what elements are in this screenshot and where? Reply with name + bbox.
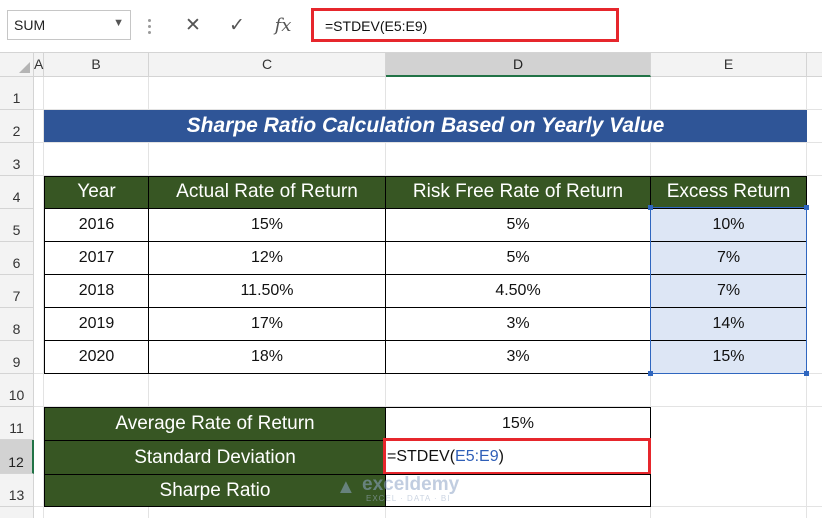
cell-actual-return[interactable]: 11.50% bbox=[148, 274, 386, 308]
enter-icon[interactable]: ✓ bbox=[229, 15, 245, 36]
gridline bbox=[34, 406, 822, 407]
column-header-e[interactable]: E bbox=[651, 53, 807, 77]
header-actual-return[interactable]: Actual Rate of Return bbox=[148, 176, 386, 209]
row-header-11[interactable]: 11 bbox=[0, 407, 34, 440]
header-year[interactable]: Year bbox=[44, 176, 149, 209]
exceldemy-watermark: ▲ exceldemy EXCEL · DATA · BI bbox=[336, 473, 496, 503]
label-average-return[interactable]: Average Rate of Return bbox=[44, 407, 386, 441]
row-header-9[interactable]: 9 bbox=[0, 341, 34, 374]
std-formula-prefix: =STDEV( bbox=[387, 448, 456, 465]
cell-actual-return[interactable]: 12% bbox=[148, 241, 386, 275]
value-average-return[interactable]: 15% bbox=[385, 407, 651, 441]
std-formula-suffix: ) bbox=[498, 448, 504, 465]
formula-text: =STDEV(E5:E9) bbox=[325, 18, 428, 34]
cell-year[interactable]: 2020 bbox=[44, 340, 149, 374]
column-header-f[interactable] bbox=[807, 53, 822, 77]
header-excess-return[interactable]: Excess Return bbox=[650, 176, 807, 209]
row-header-6[interactable]: 6 bbox=[0, 242, 34, 275]
active-edit-cell[interactable]: =STDEV(E5:E9) bbox=[383, 438, 651, 475]
cell-excess-return[interactable]: 14% bbox=[650, 307, 807, 341]
selection-handle[interactable] bbox=[804, 371, 809, 376]
sheet-title[interactable]: Sharpe Ratio Calculation Based on Yearly… bbox=[44, 110, 807, 142]
label-standard-deviation[interactable]: Standard Deviation bbox=[44, 440, 386, 475]
cell-year[interactable]: 2019 bbox=[44, 307, 149, 341]
cell-year[interactable]: 2016 bbox=[44, 208, 149, 242]
name-box-value: SUM bbox=[14, 17, 46, 33]
row-header-14[interactable] bbox=[0, 507, 34, 518]
selection-handle[interactable] bbox=[648, 205, 653, 210]
row-header-8[interactable]: 8 bbox=[0, 308, 34, 341]
chevron-down-icon[interactable]: ▼ bbox=[113, 17, 124, 29]
column-header-d[interactable]: D bbox=[386, 53, 651, 77]
std-formula-ref: E5:E9 bbox=[455, 448, 499, 465]
cell-year[interactable]: 2017 bbox=[44, 241, 149, 275]
gridline bbox=[34, 109, 822, 110]
row-header-3[interactable]: 3 bbox=[0, 143, 34, 176]
std-formula: =STDEV(E5:E9) bbox=[387, 448, 504, 466]
cell-risk-free[interactable]: 4.50% bbox=[385, 274, 651, 308]
cell-excess-return[interactable]: 15% bbox=[650, 340, 807, 374]
drag-handle-icon[interactable] bbox=[148, 16, 154, 36]
insert-function-icon[interactable]: fx bbox=[274, 15, 292, 36]
select-all-corner[interactable] bbox=[0, 53, 34, 77]
row-header-2[interactable]: 2 bbox=[0, 110, 34, 143]
name-box[interactable]: SUM ▼ bbox=[7, 10, 131, 40]
selection-range bbox=[650, 207, 807, 374]
cell-risk-free[interactable]: 5% bbox=[385, 241, 651, 275]
row-header-12[interactable]: 12 bbox=[0, 440, 34, 474]
cancel-icon[interactable]: ✕ bbox=[185, 15, 201, 36]
label-sharpe-ratio[interactable]: Sharpe Ratio bbox=[44, 474, 386, 507]
cell-actual-return[interactable]: 18% bbox=[148, 340, 386, 374]
watermark-name: exceldemy bbox=[362, 474, 460, 495]
value-sharpe-ratio[interactable] bbox=[385, 474, 651, 507]
selection-handle[interactable] bbox=[804, 205, 809, 210]
row-header-4[interactable]: 4 bbox=[0, 176, 34, 209]
row-header-5[interactable]: 5 bbox=[0, 209, 34, 242]
exceldemy-logo-icon: ▲ bbox=[336, 476, 356, 498]
row-header-7[interactable]: 7 bbox=[0, 275, 34, 308]
row-header-13[interactable]: 13 bbox=[0, 474, 34, 507]
row-header-10[interactable]: 10 bbox=[0, 374, 34, 407]
cell-risk-free[interactable]: 3% bbox=[385, 307, 651, 341]
cell-risk-free[interactable]: 5% bbox=[385, 208, 651, 242]
column-header-c[interactable]: C bbox=[149, 53, 386, 77]
row-header-1[interactable]: 1 bbox=[0, 77, 34, 110]
selection-handle[interactable] bbox=[648, 371, 653, 376]
gridline bbox=[34, 142, 822, 143]
gridline bbox=[34, 175, 822, 176]
cell-year[interactable]: 2018 bbox=[44, 274, 149, 308]
watermark-tagline: EXCEL · DATA · BI bbox=[366, 494, 451, 503]
cell-actual-return[interactable]: 17% bbox=[148, 307, 386, 341]
column-header-a[interactable]: A bbox=[34, 53, 44, 77]
cell-risk-free[interactable]: 3% bbox=[385, 340, 651, 374]
header-risk-free-return[interactable]: Risk Free Rate of Return bbox=[385, 176, 651, 209]
formula-input[interactable]: =STDEV(E5:E9) bbox=[311, 8, 619, 42]
cell-actual-return[interactable]: 15% bbox=[148, 208, 386, 242]
column-header-b[interactable]: B bbox=[44, 53, 149, 77]
gridline bbox=[43, 77, 44, 518]
